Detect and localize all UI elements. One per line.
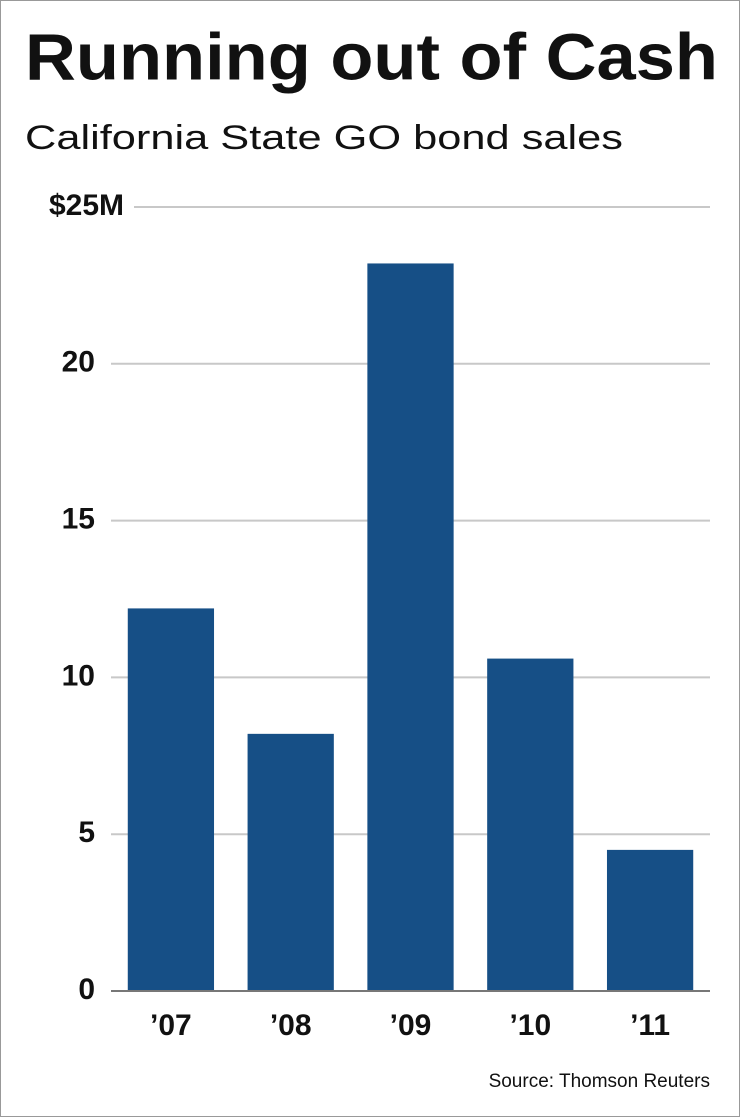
chart-title: Running out of Cash [25, 19, 718, 93]
y-tick-label: 5 [78, 816, 95, 849]
chart-subtitle: California State GO bond sales [25, 119, 623, 157]
bar [367, 263, 454, 991]
bar [487, 658, 574, 991]
x-tick-label: ’09 [390, 1009, 432, 1042]
y-tick-label: 0 [78, 973, 95, 1006]
x-tick-label: ’11 [630, 1009, 670, 1042]
y-tick-label: 15 [62, 503, 95, 536]
source-note: Source: Thomson Reuters [489, 1071, 710, 1092]
y-tick-label: 20 [62, 346, 95, 379]
x-tick-label: ’07 [150, 1009, 192, 1042]
y-tick-label: 10 [62, 659, 95, 692]
x-tick-label: ’08 [270, 1009, 312, 1042]
bar [606, 849, 694, 991]
bar [247, 733, 334, 991]
y-tick-label: $25M [49, 189, 124, 222]
bar [127, 608, 215, 991]
x-tick-label: ’10 [509, 1009, 551, 1042]
